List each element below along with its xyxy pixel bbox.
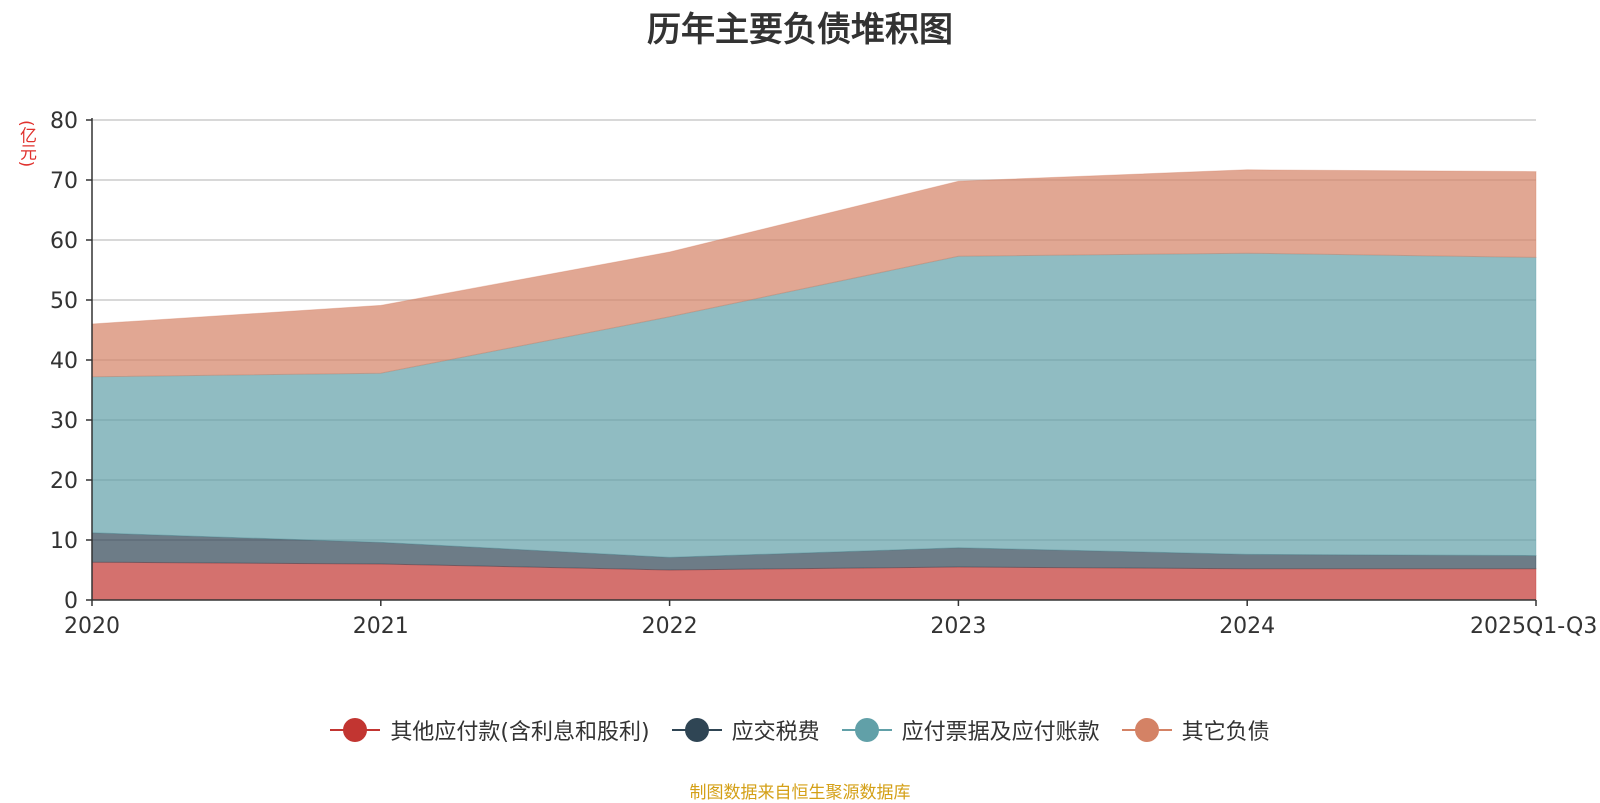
legend-marker-icon [1121, 717, 1172, 743]
x-tick-label: 2021 [353, 614, 409, 639]
legend-item-0[interactable]: 其他应付款(含利息和股利) [330, 714, 650, 746]
legend-label: 其它负债 [1181, 720, 1270, 745]
y-tick-label: 30 [50, 409, 78, 434]
legend-marker-icon [330, 717, 381, 743]
x-tick-label: 2024 [1219, 614, 1275, 639]
x-tick-label: 2025Q1-Q3 [1470, 614, 1597, 639]
tick-labels: 0 10 20 30 40 50 60 70 80 2020 2021 2022 2023 2024 202… [50, 109, 1597, 639]
y-tick-label: 70 [50, 169, 78, 194]
y-tick-label: 0 [64, 589, 78, 614]
x-tick-label: 2020 [64, 614, 120, 639]
y-axis-unit-label: (亿元) [16, 120, 36, 168]
chart-title: 历年主要负债堆积图 [647, 10, 953, 50]
axes [86, 118, 1537, 606]
data-source-note: 制图数据来自恒生聚源数据库 [689, 783, 911, 803]
y-tick-label: 60 [50, 229, 78, 254]
x-tick-label: 2023 [930, 614, 986, 639]
area-series-3 [91, 169, 1537, 378]
x-tick-label: 2022 [642, 614, 698, 639]
y-tick-label: 80 [50, 109, 78, 134]
legend-marker-icon [671, 717, 722, 743]
legend-label: 其他应付款(含利息和股利) [390, 720, 650, 745]
legend-item-3[interactable]: 其它负债 [1121, 714, 1270, 746]
y-tick-label: 50 [50, 289, 78, 314]
y-tick-label: 20 [50, 469, 78, 494]
y-tick-label: 10 [50, 529, 78, 554]
area-series [91, 169, 1537, 601]
legend-label: 应付票据及应付账款 [901, 720, 1100, 745]
y-tick-label: 40 [50, 349, 78, 374]
legend: 其他应付款(含利息和股利) 应交税费 应付票据及应付账款 其它负债 [0, 714, 1600, 746]
area-series-2 [91, 252, 1537, 558]
legend-marker-icon [841, 717, 892, 743]
legend-label: 应交税费 [731, 720, 820, 745]
legend-item-2[interactable]: 应付票据及应付账款 [841, 714, 1100, 746]
legend-item-1[interactable]: 应交税费 [671, 714, 820, 746]
